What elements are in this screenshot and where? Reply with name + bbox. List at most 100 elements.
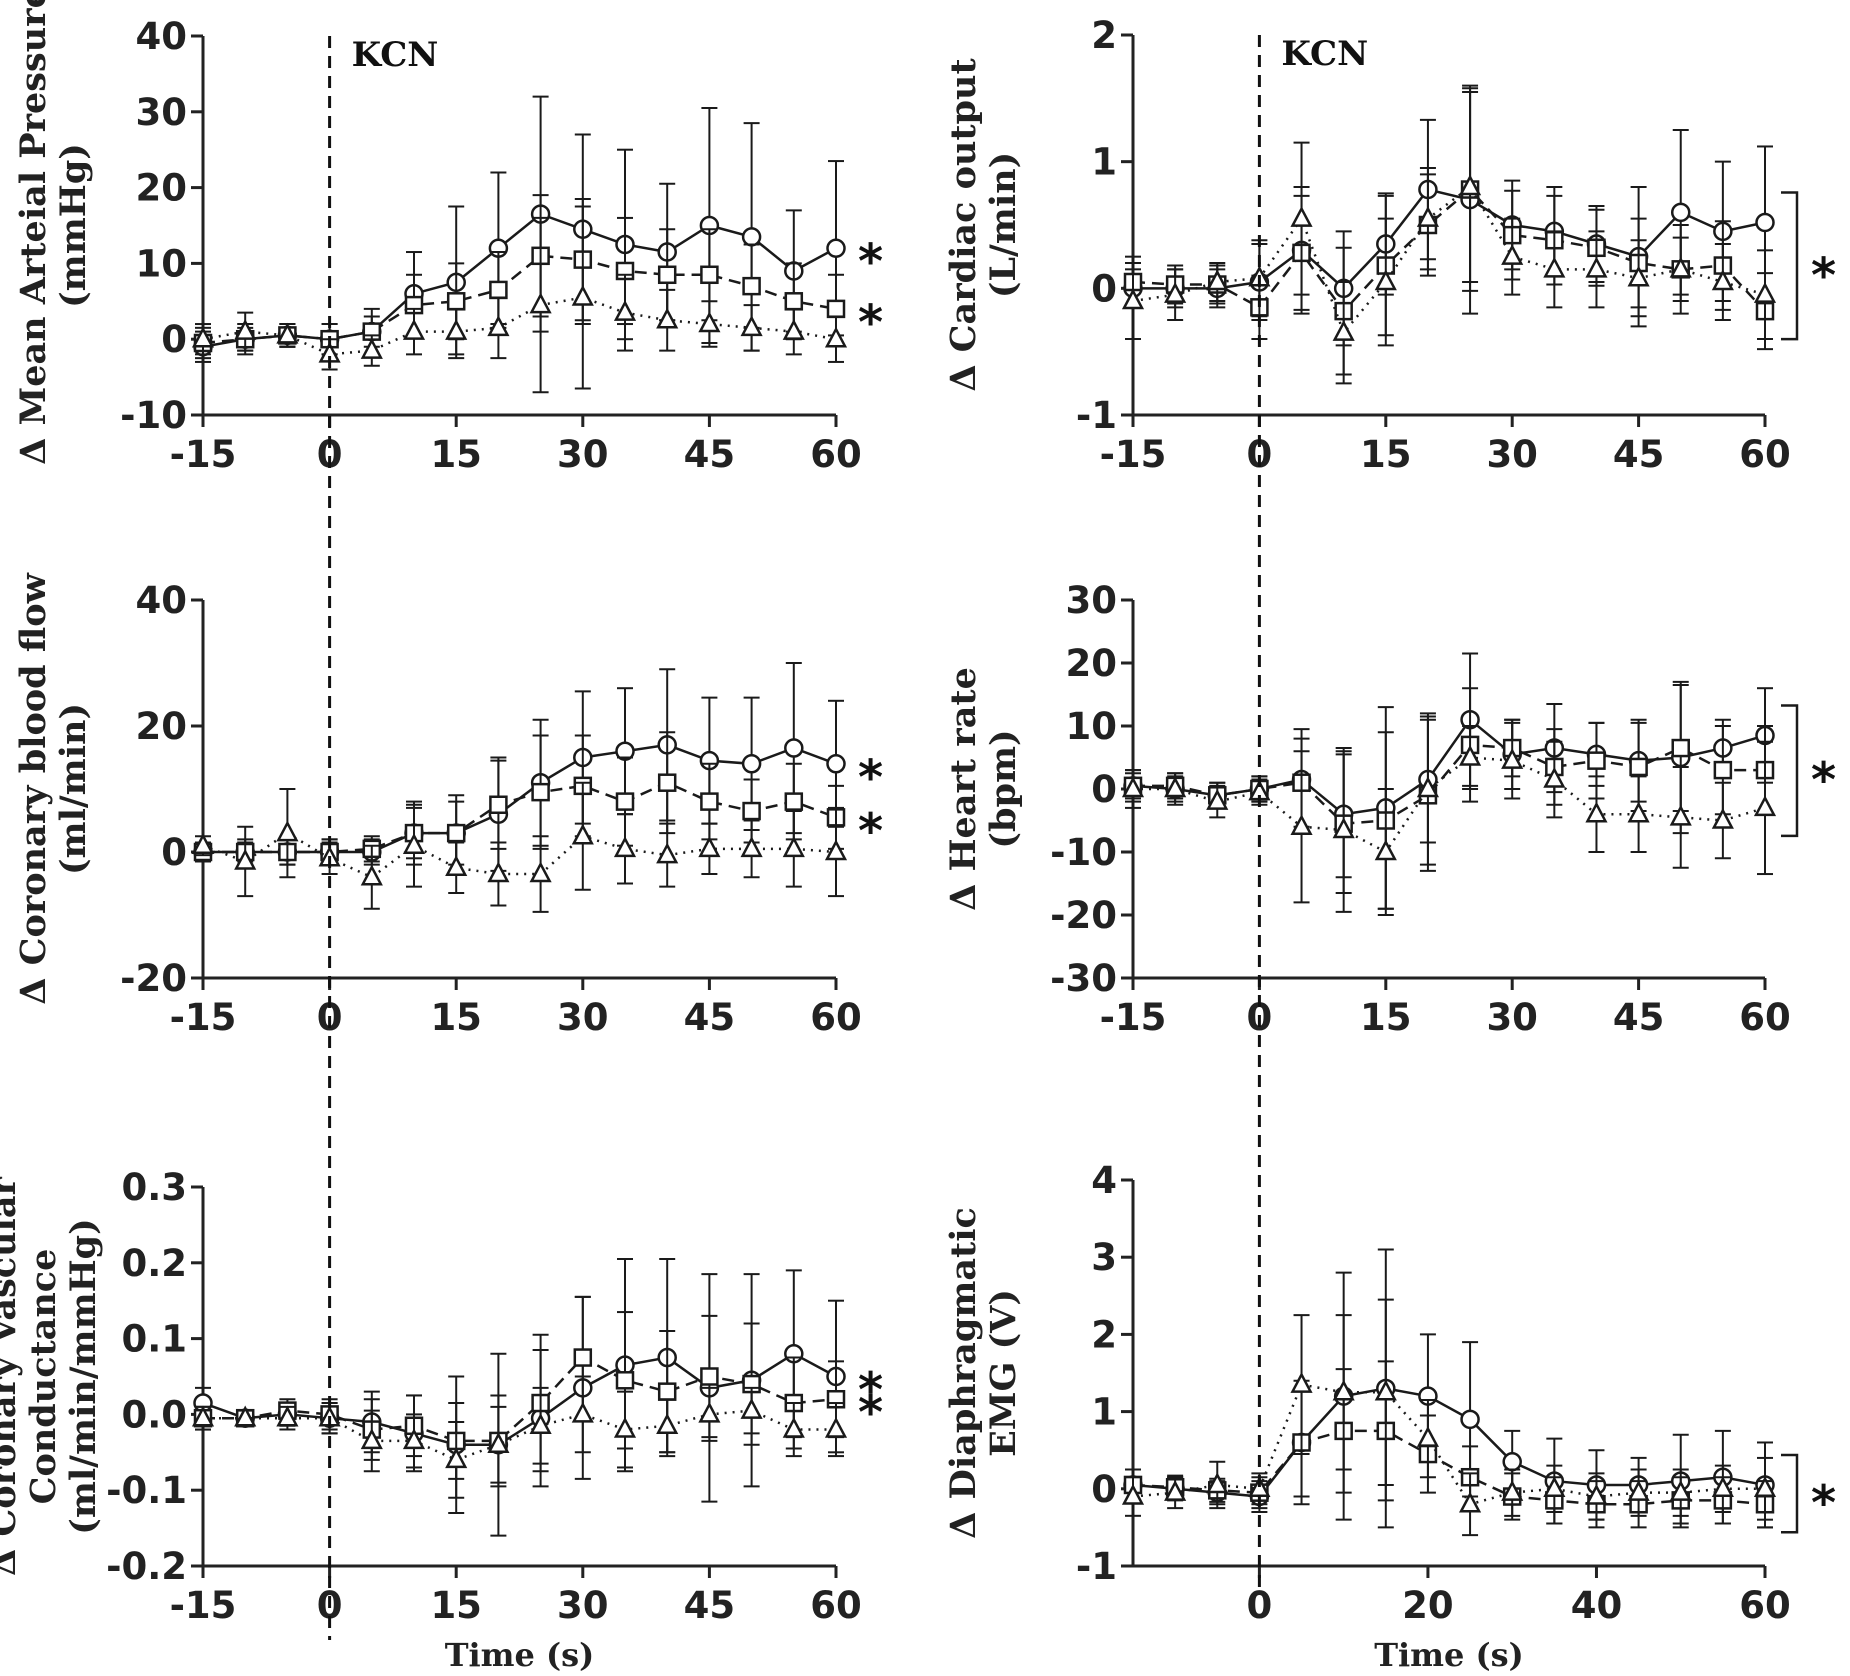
data-point-triangle <box>571 823 594 845</box>
data-point-triangle <box>1416 1425 1440 1447</box>
data-point-square <box>826 299 846 319</box>
y-tick-label: 20 <box>136 705 188 748</box>
data-point-triangle <box>445 855 468 876</box>
y-tick-label: 1 <box>1091 141 1117 184</box>
data-point-triangle <box>1585 256 1608 278</box>
x-tick-label: 60 <box>810 1584 862 1627</box>
data-point-triangle <box>1458 174 1482 196</box>
data-point-triangle <box>1374 269 1397 291</box>
data-point-triangle <box>276 322 299 344</box>
data-point-square <box>1629 757 1648 777</box>
x-tick-label: 30 <box>557 996 609 1039</box>
y-axis-title: Δ Heart rate <box>943 667 984 911</box>
data-point-triangle <box>613 1416 637 1438</box>
data-point-triangle <box>1753 795 1777 817</box>
data-point-triangle <box>1501 1479 1524 1501</box>
series-line <box>202 254 837 345</box>
y-axis-title: (mmHg) <box>53 143 94 308</box>
data-point-triangle <box>1332 817 1355 839</box>
data-point-triangle <box>487 315 510 337</box>
data-point-triangle <box>234 848 257 870</box>
y-tick-label: 0.1 <box>121 1318 187 1361</box>
y-tick-label: 0 <box>161 318 187 361</box>
data-point-triangle <box>529 1413 552 1435</box>
significance-bracket <box>1781 191 1799 341</box>
data-point-circle <box>784 738 804 758</box>
y-tick-label: 0.0 <box>121 1393 187 1436</box>
x-axis-title: Time (s) <box>1374 1636 1524 1674</box>
x-tick-label: 60 <box>1739 433 1791 476</box>
data-point-square <box>615 1371 635 1390</box>
data-point-triangle <box>360 864 383 886</box>
data-point-triangle <box>1290 814 1313 836</box>
data-point-triangle <box>1753 1476 1777 1498</box>
data-point-triangle <box>402 318 426 340</box>
data-point-triangle <box>529 861 552 883</box>
series-square <box>1123 1360 1775 1529</box>
data-point-triangle <box>1206 1472 1229 1494</box>
series-line <box>1133 188 1766 291</box>
data-point-triangle <box>1374 1379 1397 1401</box>
data-point-triangle <box>656 1413 679 1435</box>
y-axis-title: (ml/min) <box>53 703 94 875</box>
significance-star: * <box>1811 1476 1836 1532</box>
data-point-triangle <box>1164 776 1187 798</box>
y-axis-title: Δ Coronary blood flow <box>13 572 54 1004</box>
data-point-square <box>700 1367 719 1386</box>
data-point-triangle <box>1543 256 1566 278</box>
series-triangle <box>1121 1298 1777 1537</box>
x-tick-label: 30 <box>557 433 609 476</box>
x-tick-label: -15 <box>170 433 237 476</box>
y-tick-label: -0.2 <box>106 1545 187 1588</box>
series-line <box>202 212 837 349</box>
x-tick-label: 15 <box>430 433 482 476</box>
data-point-triangle <box>824 1416 848 1438</box>
data-point-square <box>1587 751 1606 770</box>
data-point-triangle <box>1501 243 1524 265</box>
data-point-triangle <box>782 1416 805 1438</box>
data-point-triangle <box>1164 281 1187 303</box>
y-tick-label: -30 <box>1050 957 1117 1000</box>
y-tick-label: -10 <box>1050 831 1117 874</box>
data-point-square <box>657 265 677 285</box>
data-point-triangle <box>1206 788 1229 810</box>
data-point-triangle <box>1121 288 1145 310</box>
y-tick-label: 4 <box>1091 1159 1117 1202</box>
data-point-triangle <box>360 1428 383 1450</box>
data-point-circle <box>741 754 762 774</box>
data-point-triangle <box>782 318 805 340</box>
kcn-annotation: KCN <box>1281 34 1368 74</box>
data-point-triangle <box>1416 205 1440 227</box>
y-axis-title: EMG (V) <box>983 1289 1024 1457</box>
y-axis-title: Δ Coronary Vascular <box>0 1176 24 1575</box>
data-point-triangle <box>740 315 763 337</box>
data-point-triangle <box>824 839 848 861</box>
data-point-square <box>1671 738 1690 758</box>
data-point-square <box>700 265 719 285</box>
data-point-triangle <box>1164 1479 1187 1501</box>
kcn-annotation: KCN <box>352 35 439 75</box>
series-triangle <box>191 781 848 913</box>
data-point-triangle <box>1669 1479 1692 1501</box>
y-tick-label: -1 <box>1076 394 1117 437</box>
data-point-triangle <box>698 311 721 333</box>
data-point-triangle <box>571 284 594 306</box>
y-tick-label: 10 <box>136 242 188 285</box>
x-tick-label: 60 <box>1739 996 1791 1039</box>
series-line <box>1133 743 1765 825</box>
data-point-square <box>1713 760 1733 780</box>
data-point-triangle <box>1332 1379 1355 1401</box>
y-tick-label: 10 <box>1066 705 1118 748</box>
data-point-triangle <box>1501 747 1524 769</box>
data-point-square <box>784 292 804 311</box>
series-triangle <box>1121 91 1777 385</box>
data-point-square <box>489 280 508 300</box>
data-point-triangle <box>445 318 468 340</box>
series-line <box>1133 756 1766 854</box>
data-point-triangle <box>1711 269 1734 291</box>
data-point-triangle <box>1458 1491 1482 1513</box>
